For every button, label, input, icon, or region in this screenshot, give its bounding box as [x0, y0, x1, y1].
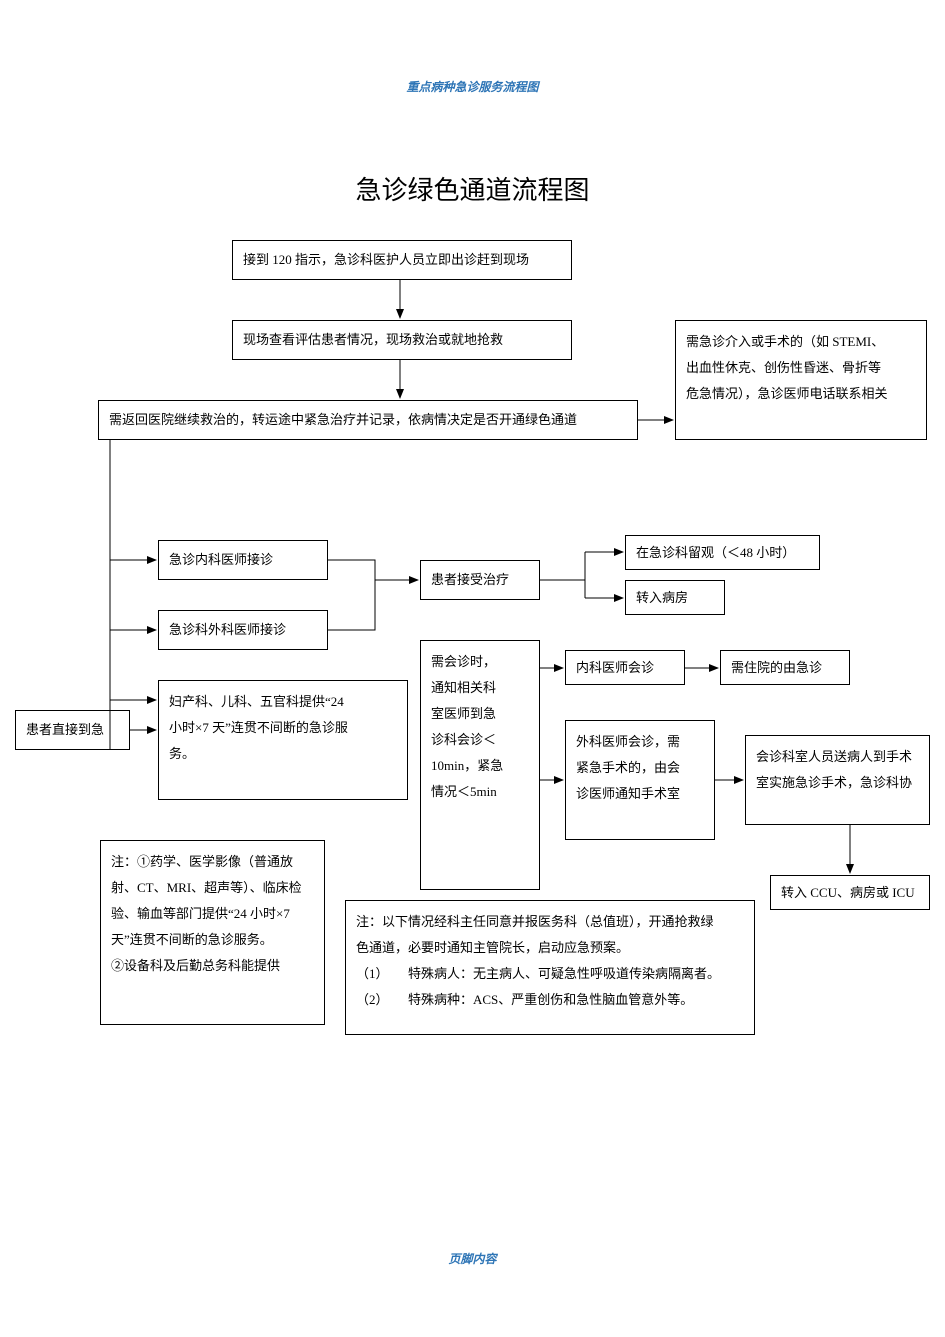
line: 诊科会诊＜ [431, 727, 496, 753]
line: 情况＜5min [431, 779, 497, 805]
line: 务。 [169, 741, 195, 767]
line: 诊医师通知手术室 [576, 781, 680, 807]
line: 需急诊介入或手术的（如 STEMI、 [686, 329, 884, 355]
node-observe-48h: 在急诊科留观（＜48 小时） [625, 535, 820, 570]
node-receive-120: 接到 120 指示，急诊科医护人员立即出诊赶到现场 [232, 240, 572, 280]
line: 10min，紧急 [431, 753, 503, 779]
line: 紧急手术的，由会 [576, 755, 680, 781]
node-patient-direct: 患者直接到急 [15, 710, 130, 750]
line: 注：①药学、医学影像（普通放 [111, 849, 293, 875]
note-special-cases: 注：以下情况经科主任同意并报医务科（总值班），开通抢救绿 色通道，必要时通知主管… [345, 900, 755, 1035]
line: 室实施急诊手术，急诊科协 [756, 770, 912, 796]
line: 需会诊时， [431, 649, 496, 675]
line: （1） 特殊病人：无主病人、可疑急性呼吸道传染病隔离者。 [356, 961, 720, 987]
node-surgery-dept: 急诊科外科医师接诊 [158, 610, 328, 650]
node-consult: 需会诊时， 通知相关科 室医师到急 诊科会诊＜ 10min，紧急 情况＜5min [420, 640, 540, 890]
node-need-admit: 需住院的由急诊 [720, 650, 850, 685]
line: 外科医师会诊，需 [576, 729, 680, 755]
page-footer: 页脚内容 [0, 1250, 945, 1267]
node-internal-consult: 内科医师会诊 [565, 650, 685, 685]
page-title: 急诊绿色通道流程图 [0, 170, 945, 207]
node-accept-treatment: 患者接受治疗 [420, 560, 540, 600]
node-ob-ped-ent: 妇产科、儿科、五官科提供“24 小时×7 天”连贯不间断的急诊服 务。 [158, 680, 408, 800]
node-urgent-surgery: 需急诊介入或手术的（如 STEMI、 出血性休克、创伤性昏迷、骨折等 危急情况）… [675, 320, 927, 440]
node-internal-medicine: 急诊内科医师接诊 [158, 540, 328, 580]
page-header: 重点病种急诊服务流程图 [0, 78, 945, 95]
node-onsite-assess: 现场查看评估患者情况，现场救治或就地抢救 [232, 320, 572, 360]
line: 妇产科、儿科、五官科提供“24 [169, 689, 344, 715]
line: 小时×7 天”连贯不间断的急诊服 [169, 715, 348, 741]
line: 会诊科室人员送病人到手术 [756, 744, 912, 770]
line: 验、输血等部门提供“24 小时×7 [111, 901, 290, 927]
line: 射、CT、MRI、超声等）、临床检 [111, 875, 302, 901]
line: 出血性休克、创伤性昏迷、骨折等 [686, 355, 881, 381]
node-return-hospital: 需返回医院继续救治的，转运途中紧急治疗并记录，依病情决定是否开通绿色通道 [98, 400, 638, 440]
line: 危急情况），急诊医师电话联系相关 [686, 381, 888, 407]
node-send-surgery: 会诊科室人员送病人到手术 室实施急诊手术，急诊科协 [745, 735, 930, 825]
node-surgery-consult: 外科医师会诊，需 紧急手术的，由会 诊医师通知手术室 [565, 720, 715, 840]
line: 通知相关科 [431, 675, 496, 701]
line: 色通道，必要时通知主管院长，启动应急预案。 [356, 935, 629, 961]
node-transfer-ccu-icu: 转入 CCU、病房或 ICU [770, 875, 930, 910]
note-departments: 注：①药学、医学影像（普通放 射、CT、MRI、超声等）、临床检 验、输血等部门… [100, 840, 325, 1025]
node-transfer-ward: 转入病房 [625, 580, 725, 615]
line: 室医师到急 [431, 701, 496, 727]
line: 注：以下情况经科主任同意并报医务科（总值班），开通抢救绿 [356, 909, 714, 935]
line: （2） 特殊病种：ACS、严重创伤和急性脑血管意外等。 [356, 987, 693, 1013]
line: 天”连贯不间断的急诊服务。 [111, 927, 273, 953]
line: ②设备科及后勤总务科能提供 [111, 953, 280, 979]
